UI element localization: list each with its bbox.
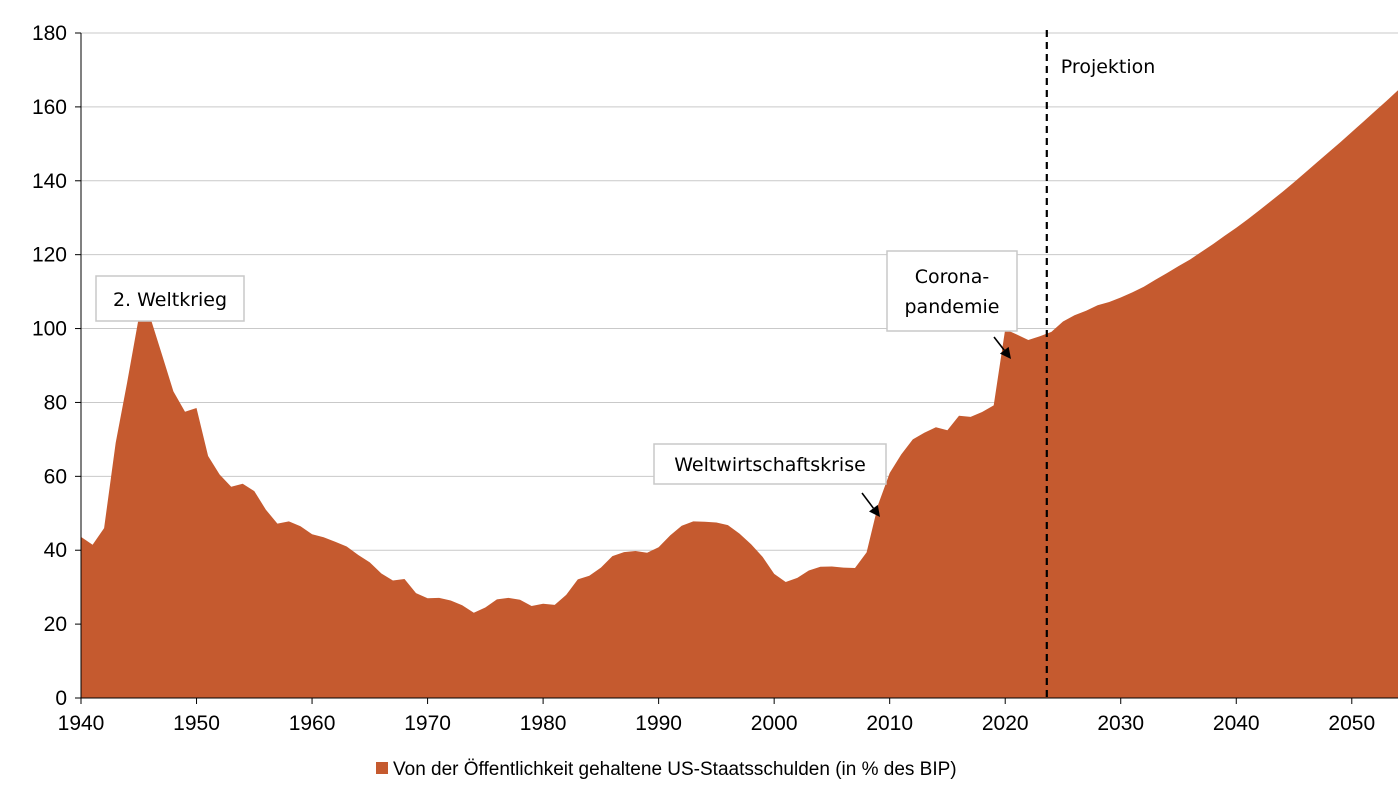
annotation-gfc: Weltwirtschaftskrise bbox=[653, 443, 887, 517]
x-tick-label-1950: 1950 bbox=[173, 712, 220, 735]
annotation-covid-arrowhead bbox=[999, 346, 1011, 359]
x-tick-label-2050: 2050 bbox=[1328, 712, 1375, 735]
y-tick-label-180: 180 bbox=[32, 22, 67, 45]
y-tick-label-40: 40 bbox=[44, 539, 67, 562]
x-tick-label-1970: 1970 bbox=[404, 712, 451, 735]
annotation-covid: Corona- pandemie bbox=[886, 250, 1018, 359]
annotation-gfc-arrowhead bbox=[869, 504, 880, 517]
x-tick-label-1940: 1940 bbox=[58, 712, 105, 735]
axes bbox=[80, 33, 1398, 699]
projection-label: Projektion bbox=[1061, 56, 1156, 78]
annotation-ww2-box bbox=[95, 275, 245, 322]
y-tick-label-20: 20 bbox=[44, 613, 67, 636]
annotation-covid-text-line1: Corona- bbox=[915, 266, 989, 288]
area-layer bbox=[81, 90, 1398, 699]
series-area bbox=[81, 90, 1398, 699]
y-tick-label-80: 80 bbox=[44, 391, 67, 414]
x-axis-ticks: 1940 1950 1960 1970 1980 1990 2000 2010 2020 2030… bbox=[58, 698, 1375, 735]
y-tick-label-120: 120 bbox=[32, 244, 67, 267]
y-tick-label-160: 160 bbox=[32, 96, 67, 119]
x-tick-label-2040: 2040 bbox=[1213, 712, 1260, 735]
x-tick-label-1960: 1960 bbox=[289, 712, 336, 735]
annotation-ww2-text: 2. Weltkrieg bbox=[113, 289, 227, 311]
x-tick-label-2010: 2010 bbox=[866, 712, 913, 735]
x-tick-label-1980: 1980 bbox=[520, 712, 567, 735]
legend: Von der Öffentlichkeit gehaltene US-Staa… bbox=[376, 759, 957, 780]
annotation-ww2: 2. Weltkrieg bbox=[95, 275, 245, 322]
annotation-covid-box bbox=[886, 250, 1018, 332]
x-tick-label-2020: 2020 bbox=[982, 712, 1029, 735]
legend-swatch bbox=[376, 762, 388, 774]
y-tick-label-140: 140 bbox=[32, 170, 67, 193]
annotation-covid-arrow bbox=[993, 336, 1005, 351]
x-tick-label-1990: 1990 bbox=[635, 712, 682, 735]
y-axis-ticks: 0 20 40 60 80 100 120 140 160 180 bbox=[32, 22, 81, 710]
y-tick-label-100: 100 bbox=[32, 318, 67, 341]
annotation-covid-text-line2: pandemie bbox=[905, 296, 1000, 318]
annotation-gfc-text: Weltwirtschaftskrise bbox=[674, 454, 866, 476]
y-tick-label-0: 0 bbox=[55, 687, 67, 710]
legend-label: Von der Öffentlichkeit gehaltene US-Staa… bbox=[393, 759, 957, 780]
x-tick-label-2000: 2000 bbox=[751, 712, 798, 735]
y-tick-label-60: 60 bbox=[44, 465, 67, 488]
annotation-gfc-box bbox=[653, 443, 887, 485]
annotation-gfc-arrow bbox=[861, 492, 875, 509]
x-tick-label-2030: 2030 bbox=[1097, 712, 1144, 735]
